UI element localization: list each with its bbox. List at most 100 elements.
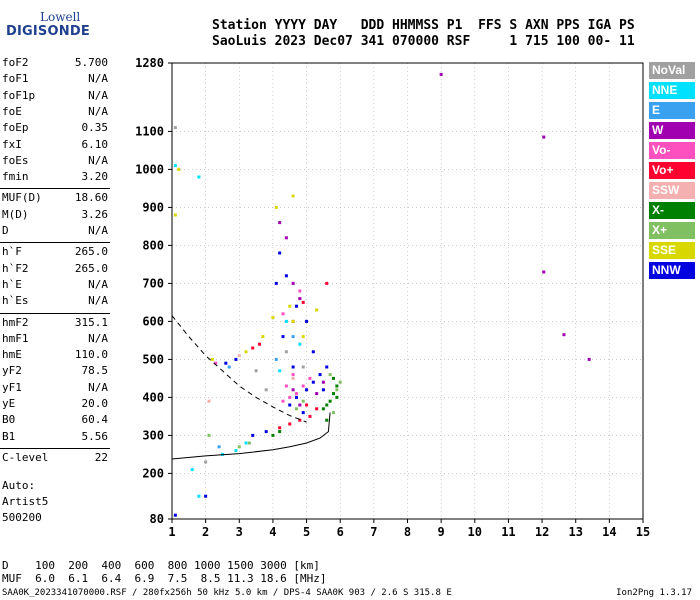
echo-point — [291, 194, 295, 198]
echo-point — [301, 365, 305, 369]
x-tick-label: 15 — [636, 525, 650, 539]
echo-point — [315, 407, 319, 411]
virtual-height-trace-line — [171, 412, 331, 460]
y-tick-label: 700 — [142, 276, 164, 290]
param-name: yF2 — [2, 364, 22, 378]
x-tick-label: 5 — [303, 525, 310, 539]
echo-point — [325, 365, 329, 369]
x-tick-label: 10 — [468, 525, 482, 539]
y-tick-label: 500 — [142, 352, 164, 366]
param-value: 265.0 — [74, 261, 108, 275]
param-row-hes: h`Es N/A — [2, 294, 108, 310]
echo-point — [294, 304, 298, 308]
echo-point — [291, 319, 295, 323]
echo-point — [234, 357, 238, 361]
x-tick-label: 12 — [535, 525, 549, 539]
param-row-hmf2: hmF2 315.1 — [2, 316, 108, 332]
echo-point — [173, 513, 177, 517]
param-value: 20.0 — [81, 397, 109, 410]
param-row-fxi: fxI 6.10 — [2, 138, 108, 154]
param-value: 5.56 — [81, 429, 109, 443]
param-value: N/A — [88, 88, 108, 102]
echo-point — [294, 395, 298, 399]
echo-point — [298, 342, 302, 346]
echo-point — [278, 426, 282, 430]
param-row-hmf1: hmF1 N/A — [2, 332, 108, 348]
param-value: N/A — [88, 380, 108, 394]
y-tick-label: 1100 — [135, 124, 164, 138]
param-row-clevel: C-level 22 — [2, 451, 108, 467]
lowell-digisonde-logo: Lowell DIGISONDE — [0, 0, 110, 50]
param-name: foF1p — [2, 88, 36, 102]
y-tick-label: 200 — [142, 466, 164, 480]
param-row-hf2: h`F2 265.0 — [2, 262, 108, 278]
echo-point — [325, 418, 329, 422]
param-row-hme: hmE 110.0 — [2, 348, 108, 364]
legend-nne: NNE — [649, 82, 695, 99]
param-row-yf1: yF1 N/A — [2, 381, 108, 397]
param-separator — [0, 447, 110, 449]
echo-point — [291, 281, 295, 285]
param-name: foF2 — [2, 56, 29, 69]
echo-point — [281, 399, 285, 403]
legend-noval: NoVal — [649, 62, 695, 79]
param-row-b0: B0 60.4 — [2, 413, 108, 429]
param-name: M(D) — [2, 207, 29, 221]
legend-x: X- — [649, 202, 695, 219]
echo-point — [244, 350, 248, 354]
echo-point — [288, 395, 292, 399]
param-row-fmin: fmin 3.20 — [2, 170, 108, 186]
echo-point — [207, 433, 211, 437]
param-value: 18.60 — [74, 191, 108, 205]
echo-point — [335, 388, 339, 392]
legend-ssw: SSW — [649, 182, 695, 199]
echo-point — [308, 414, 312, 418]
echo-point — [173, 126, 177, 130]
echo-point — [338, 380, 342, 384]
echo-point — [308, 376, 312, 380]
echo-point — [237, 354, 241, 358]
echo-point — [278, 251, 282, 255]
param-name: MUF(D) — [2, 191, 42, 205]
echo-point — [247, 441, 251, 445]
param-row-foe: foE N/A — [2, 105, 108, 121]
param-row-foep: foEp 0.35 — [2, 121, 108, 137]
y-tick-label: 400 — [142, 390, 164, 404]
param-value: N/A — [88, 104, 108, 118]
echo-point — [321, 380, 325, 384]
param-row-foes: foEs N/A — [2, 154, 108, 170]
param-value: 78.5 — [81, 364, 109, 378]
echo-point — [291, 335, 295, 339]
x-tick-label: 14 — [602, 525, 616, 539]
param-name: B1 — [2, 429, 16, 443]
x-tick-label: 13 — [568, 525, 582, 539]
param-name: hmF2 — [2, 315, 29, 329]
y-tick-label: 800 — [142, 238, 164, 252]
echo-point — [284, 236, 288, 240]
param-value: N/A — [88, 224, 108, 237]
echo-point — [321, 388, 325, 392]
echo-point — [331, 411, 335, 415]
param-value: 6.10 — [81, 137, 109, 151]
param-value: 0.35 — [81, 121, 109, 135]
param-name: h`F — [2, 245, 22, 259]
param-value: 3.20 — [81, 170, 109, 184]
echo-point — [311, 380, 315, 384]
param-separator — [0, 312, 110, 314]
echo-point — [325, 281, 329, 285]
param-name: yE — [2, 397, 16, 410]
y-tick-label: 900 — [142, 200, 164, 214]
param-name: fxI — [2, 137, 22, 151]
echo-point — [261, 335, 265, 339]
echo-point — [439, 72, 443, 76]
echo-point — [173, 164, 177, 168]
y-tick-label: 1000 — [135, 162, 164, 176]
echo-point — [288, 304, 292, 308]
param-name: hmF1 — [2, 331, 29, 345]
param-value: N/A — [88, 153, 108, 167]
y-tick-label: 300 — [142, 428, 164, 442]
echo-point — [315, 308, 319, 312]
echo-point — [311, 350, 315, 354]
echo-point — [278, 221, 282, 225]
echo-point — [284, 350, 288, 354]
